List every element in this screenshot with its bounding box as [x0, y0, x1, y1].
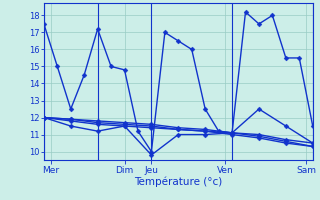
X-axis label: Température (°c): Température (°c)	[134, 176, 222, 187]
